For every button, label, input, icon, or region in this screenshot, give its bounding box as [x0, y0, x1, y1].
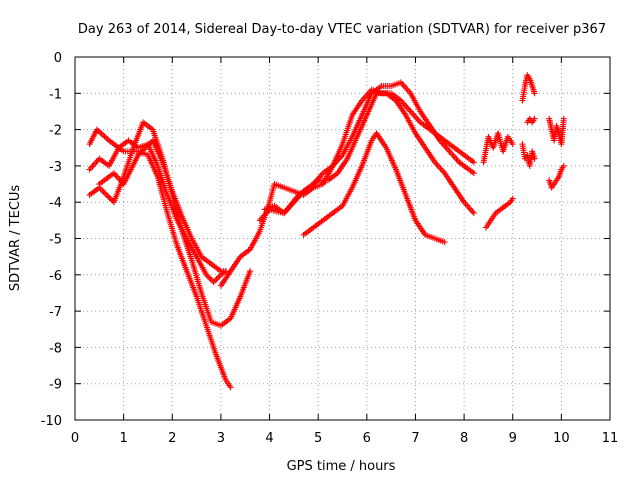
- x-tick-label: 9: [509, 431, 517, 446]
- y-tick-labels: 0 -1 -2 -3 -4 -5 -6 -7 -8 -9 -10: [41, 51, 62, 429]
- y-tick-label: -5: [49, 233, 62, 248]
- data-point: [470, 170, 477, 177]
- x-tick-labels: 0 1 2 3 4 5 6 7 8 9 10 11: [71, 431, 618, 446]
- data-point: [509, 195, 516, 202]
- x-tick-label: 11: [602, 431, 619, 446]
- x-tick-label: 3: [217, 431, 225, 446]
- series-track-8: [300, 130, 448, 246]
- x-tick-label: 6: [363, 431, 371, 446]
- y-tick-label: -2: [49, 124, 62, 139]
- data-point: [227, 384, 234, 391]
- series-track-2: [86, 137, 229, 286]
- series-track-13: [524, 115, 538, 126]
- series-track-12: [519, 141, 538, 169]
- x-tick-label: 10: [553, 431, 570, 446]
- series-track-14: [546, 115, 567, 148]
- y-tick-label: -7: [49, 305, 62, 320]
- x-tick-label: 0: [71, 431, 79, 446]
- data-point: [560, 162, 567, 169]
- x-tick-label: 5: [314, 431, 322, 446]
- y-tick-label: -1: [49, 87, 62, 102]
- data-point: [531, 90, 538, 97]
- series-track-1: [86, 126, 234, 391]
- y-tick-label: -9: [49, 378, 62, 393]
- data-point: [531, 115, 538, 122]
- series-track-3: [86, 119, 254, 329]
- x-axis-label: GPS time / hours: [287, 459, 396, 474]
- x-tick-label: 4: [265, 431, 273, 446]
- data-point: [531, 155, 538, 162]
- y-tick-label: -10: [41, 414, 62, 429]
- y-tick-label: -6: [49, 269, 62, 284]
- series-track-15: [546, 162, 567, 191]
- y-tick-label: 0: [54, 51, 62, 66]
- series-track-4: [96, 137, 229, 275]
- x-tick-label: 7: [411, 431, 419, 446]
- series-track-7: [261, 90, 477, 217]
- chart-title: Day 263 of 2014, Sidereal Day-to-day VTE…: [78, 22, 606, 37]
- data-point: [470, 210, 477, 217]
- data-point: [441, 239, 448, 246]
- y-tick-label: -8: [49, 341, 62, 356]
- data-point: [470, 159, 477, 166]
- x-tick-label: 2: [168, 431, 176, 446]
- series-track-9: [480, 130, 516, 166]
- y-tick-label: -3: [49, 160, 62, 175]
- data-points: [86, 72, 567, 391]
- data-point: [560, 115, 567, 122]
- data-point: [509, 141, 516, 148]
- series-track-11: [519, 72, 538, 104]
- axis-ticks: [74, 56, 611, 421]
- series-track-10: [482, 195, 516, 231]
- data-point: [247, 268, 254, 275]
- x-tick-label: 8: [460, 431, 468, 446]
- x-tick-label: 1: [119, 431, 127, 446]
- y-tick-label: -4: [49, 196, 62, 211]
- y-axis-label: SDTVAR / TECUs: [8, 185, 23, 292]
